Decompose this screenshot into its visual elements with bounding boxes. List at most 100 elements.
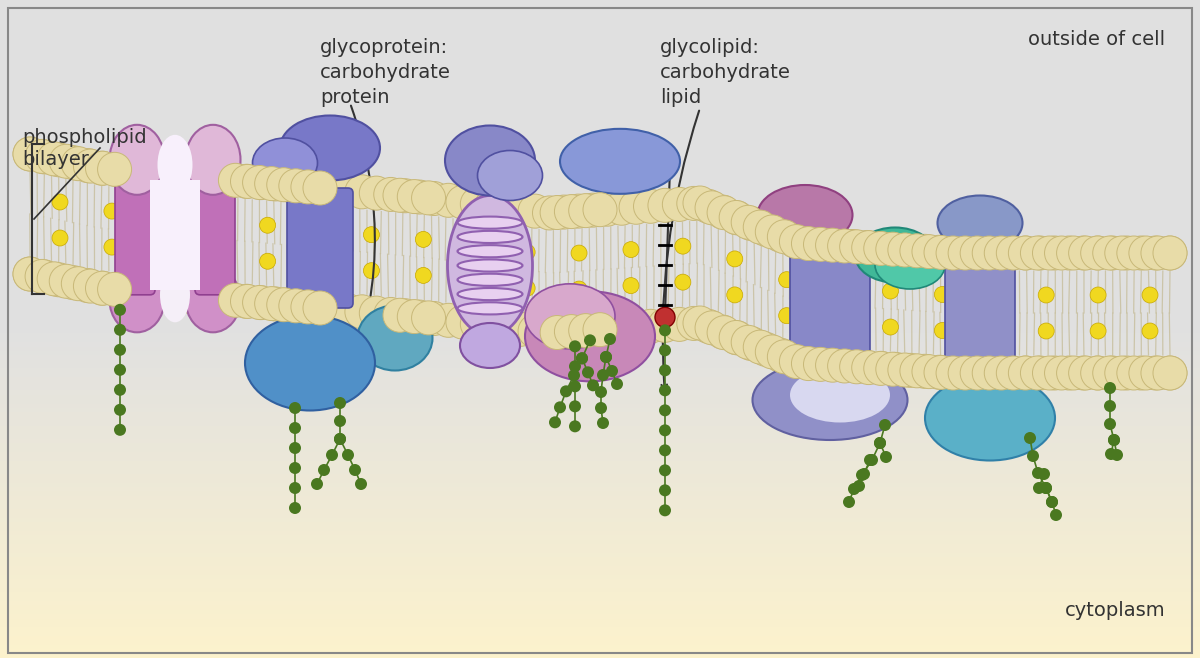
FancyBboxPatch shape [115, 175, 155, 295]
Bar [0, 408, 1200, 413]
Bar [0, 452, 1200, 456]
Circle shape [1093, 356, 1127, 390]
Circle shape [330, 293, 365, 328]
Circle shape [912, 235, 946, 268]
Circle shape [412, 301, 445, 335]
Circle shape [893, 234, 928, 267]
Circle shape [85, 271, 120, 305]
Circle shape [606, 365, 618, 377]
Bar [0, 619, 1200, 623]
Circle shape [924, 236, 958, 269]
Circle shape [966, 356, 1000, 390]
Circle shape [1024, 356, 1057, 390]
Circle shape [518, 314, 552, 348]
Circle shape [634, 190, 667, 223]
Circle shape [1052, 356, 1086, 390]
Circle shape [569, 314, 602, 347]
Circle shape [986, 287, 1002, 303]
Circle shape [316, 292, 350, 326]
Circle shape [662, 307, 696, 342]
Ellipse shape [457, 216, 522, 229]
Circle shape [1056, 356, 1091, 390]
Circle shape [403, 300, 437, 334]
Bar [0, 18, 1200, 22]
Circle shape [547, 195, 581, 229]
Circle shape [960, 236, 994, 270]
Circle shape [289, 402, 301, 414]
Circle shape [290, 170, 325, 204]
Bar [0, 434, 1200, 439]
Circle shape [28, 260, 61, 294]
Bar [0, 614, 1200, 619]
Circle shape [157, 278, 191, 312]
Circle shape [143, 157, 176, 190]
Circle shape [388, 299, 422, 333]
Circle shape [186, 161, 220, 194]
Bar [0, 232, 1200, 237]
Bar [0, 127, 1200, 132]
Circle shape [996, 236, 1031, 270]
Bar [0, 640, 1200, 645]
Bar [0, 294, 1200, 298]
Circle shape [355, 478, 367, 490]
Ellipse shape [157, 135, 192, 195]
Ellipse shape [457, 302, 522, 315]
Circle shape [984, 356, 1019, 390]
Bar [0, 623, 1200, 627]
Circle shape [100, 153, 133, 186]
Bar [0, 197, 1200, 202]
Circle shape [1067, 356, 1100, 390]
Circle shape [569, 193, 602, 228]
Circle shape [864, 232, 899, 265]
Circle shape [37, 142, 71, 176]
Circle shape [595, 402, 607, 414]
Circle shape [52, 230, 68, 246]
Circle shape [229, 284, 264, 318]
Circle shape [520, 280, 535, 296]
Circle shape [104, 203, 120, 219]
Circle shape [778, 224, 812, 258]
Bar [0, 9, 1200, 13]
Bar [0, 324, 1200, 329]
Circle shape [287, 170, 322, 203]
Circle shape [1056, 236, 1091, 270]
Circle shape [835, 230, 870, 263]
Circle shape [533, 316, 566, 350]
Bar [0, 70, 1200, 74]
Bar [0, 447, 1200, 452]
Circle shape [13, 257, 47, 291]
Circle shape [1141, 356, 1175, 390]
Bar [0, 101, 1200, 105]
Circle shape [1040, 482, 1052, 494]
Bar [0, 110, 1200, 114]
Circle shape [767, 220, 802, 254]
Ellipse shape [186, 125, 240, 195]
Bar [0, 351, 1200, 355]
Circle shape [695, 191, 730, 225]
Ellipse shape [160, 267, 190, 322]
Circle shape [334, 397, 346, 409]
Circle shape [569, 340, 581, 352]
Circle shape [828, 349, 862, 383]
Circle shape [569, 361, 581, 372]
Bar [0, 140, 1200, 145]
Circle shape [677, 307, 710, 340]
Bar [0, 526, 1200, 531]
Bar [0, 544, 1200, 548]
Circle shape [907, 354, 942, 388]
Circle shape [554, 315, 588, 349]
Circle shape [779, 308, 794, 324]
Circle shape [995, 356, 1028, 390]
Circle shape [114, 344, 126, 356]
Circle shape [995, 236, 1028, 270]
Bar [0, 84, 1200, 88]
Circle shape [1129, 236, 1163, 270]
Bar [0, 74, 1200, 79]
Circle shape [1104, 382, 1116, 394]
Circle shape [432, 184, 466, 217]
Circle shape [1105, 356, 1139, 390]
Circle shape [403, 180, 437, 214]
Bar [0, 250, 1200, 255]
Bar [0, 522, 1200, 526]
Circle shape [13, 257, 47, 291]
